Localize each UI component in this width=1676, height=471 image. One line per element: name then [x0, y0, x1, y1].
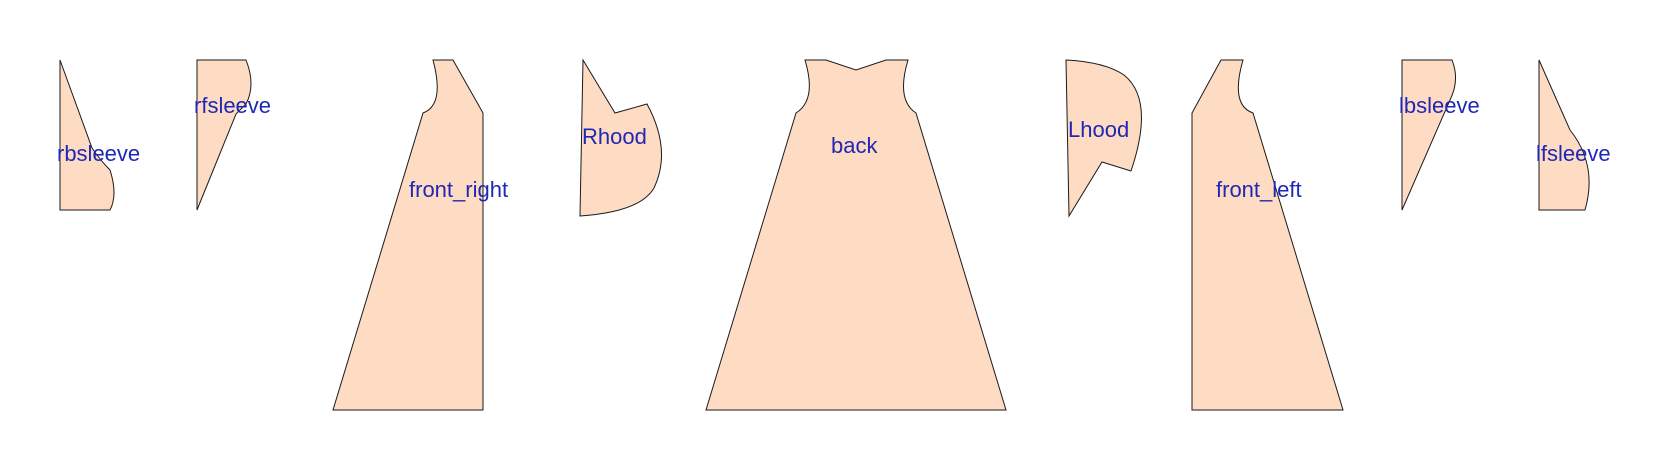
panel-rbsleeve[interactable] — [59, 59, 115, 211]
panel-group-lbsleeve: lbsleeve — [1399, 59, 1480, 211]
panel-front-left[interactable] — [1191, 59, 1344, 411]
label-front-left: front_left — [1216, 177, 1302, 202]
label-rhood: Rhood — [582, 124, 647, 149]
label-back: back — [831, 133, 878, 158]
panel-lbsleeve[interactable] — [1401, 59, 1456, 211]
panel-lhood[interactable] — [1065, 59, 1142, 218]
label-lbsleeve: lbsleeve — [1399, 93, 1480, 118]
panel-rfsleeve[interactable] — [196, 59, 252, 211]
panel-rhood[interactable] — [579, 58, 663, 217]
label-rfsleeve: rfsleeve — [194, 93, 271, 118]
panel-group-rbsleeve: rbsleeve — [57, 59, 140, 211]
panel-group-rhood: Rhood — [579, 58, 663, 217]
panel-group-front-left: front_left — [1191, 59, 1344, 411]
label-front-right: front_right — [409, 177, 508, 202]
panel-group-back: back — [705, 59, 1007, 411]
panel-front-right[interactable] — [332, 59, 484, 411]
panel-group-front-right: front_right — [332, 59, 508, 411]
label-rbsleeve: rbsleeve — [57, 141, 140, 166]
panel-group-lfsleeve: lfsleeve — [1536, 59, 1611, 211]
label-lhood: Lhood — [1068, 117, 1129, 142]
label-lfsleeve: lfsleeve — [1536, 141, 1611, 166]
panel-lfsleeve[interactable] — [1538, 59, 1590, 211]
panel-back[interactable] — [705, 59, 1007, 411]
panel-group-lhood: Lhood — [1065, 59, 1142, 218]
panel-group-rfsleeve: rfsleeve — [194, 59, 271, 211]
